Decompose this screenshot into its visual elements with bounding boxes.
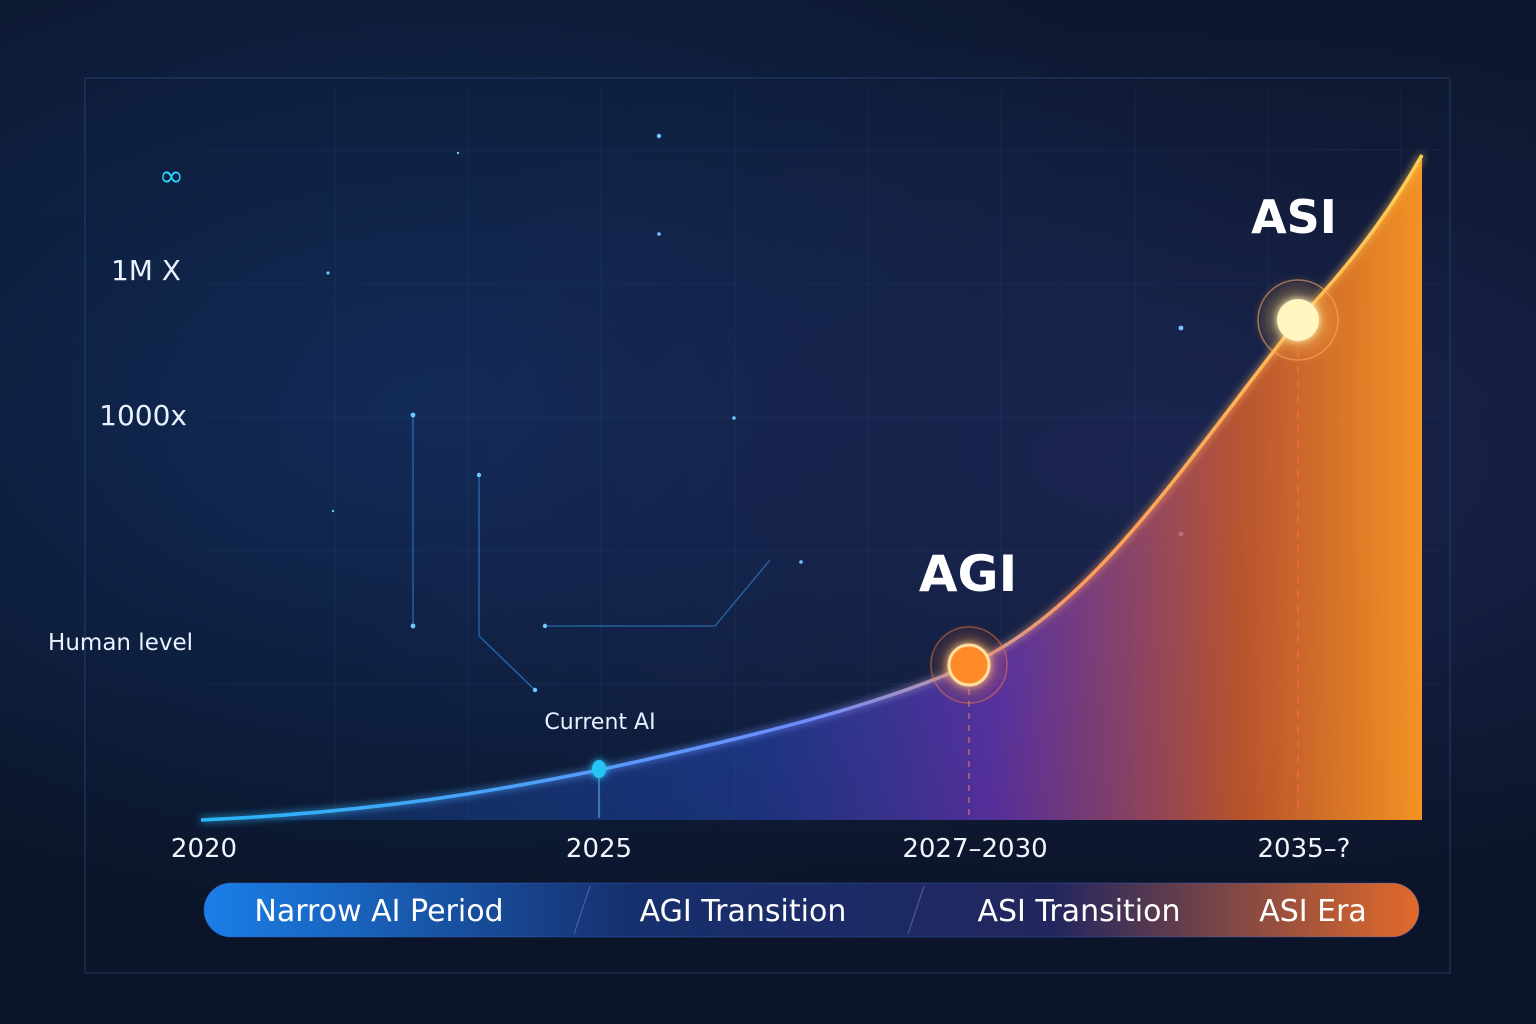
current-ai-marker — [592, 760, 606, 778]
y-tick-1000x: 1000x — [99, 399, 187, 432]
asi-marker — [1252, 274, 1344, 366]
phase-bar: Narrow AI Period AGI Transition ASI Tran… — [203, 882, 1420, 938]
y-tick-1m-x: 1M X — [111, 254, 181, 287]
agi-label: AGI — [919, 545, 1017, 603]
phase-asi-era: ASI Era — [1259, 894, 1367, 929]
x-tick-2025: 2025 — [566, 834, 632, 864]
phase-asi-transition: ASI Transition — [977, 894, 1180, 929]
y-tick-human-level: Human level — [48, 630, 193, 656]
x-tick-2035: 2035–? — [1258, 834, 1351, 864]
phase-agi-transition: AGI Transition — [640, 894, 847, 929]
current-ai-label: Current AI — [544, 710, 655, 735]
x-tick-2027-2030: 2027–2030 — [902, 834, 1047, 864]
agi-marker — [927, 623, 1011, 707]
y-tick-infinity: ∞ — [159, 159, 184, 194]
asi-label: ASI — [1251, 190, 1337, 244]
x-tick-2020: 2020 — [171, 834, 237, 864]
plot-frame — [84, 77, 1451, 974]
capability-area — [201, 155, 1422, 820]
phase-narrow-ai: Narrow AI Period — [254, 894, 503, 929]
decorative-network — [412, 340, 1299, 691]
